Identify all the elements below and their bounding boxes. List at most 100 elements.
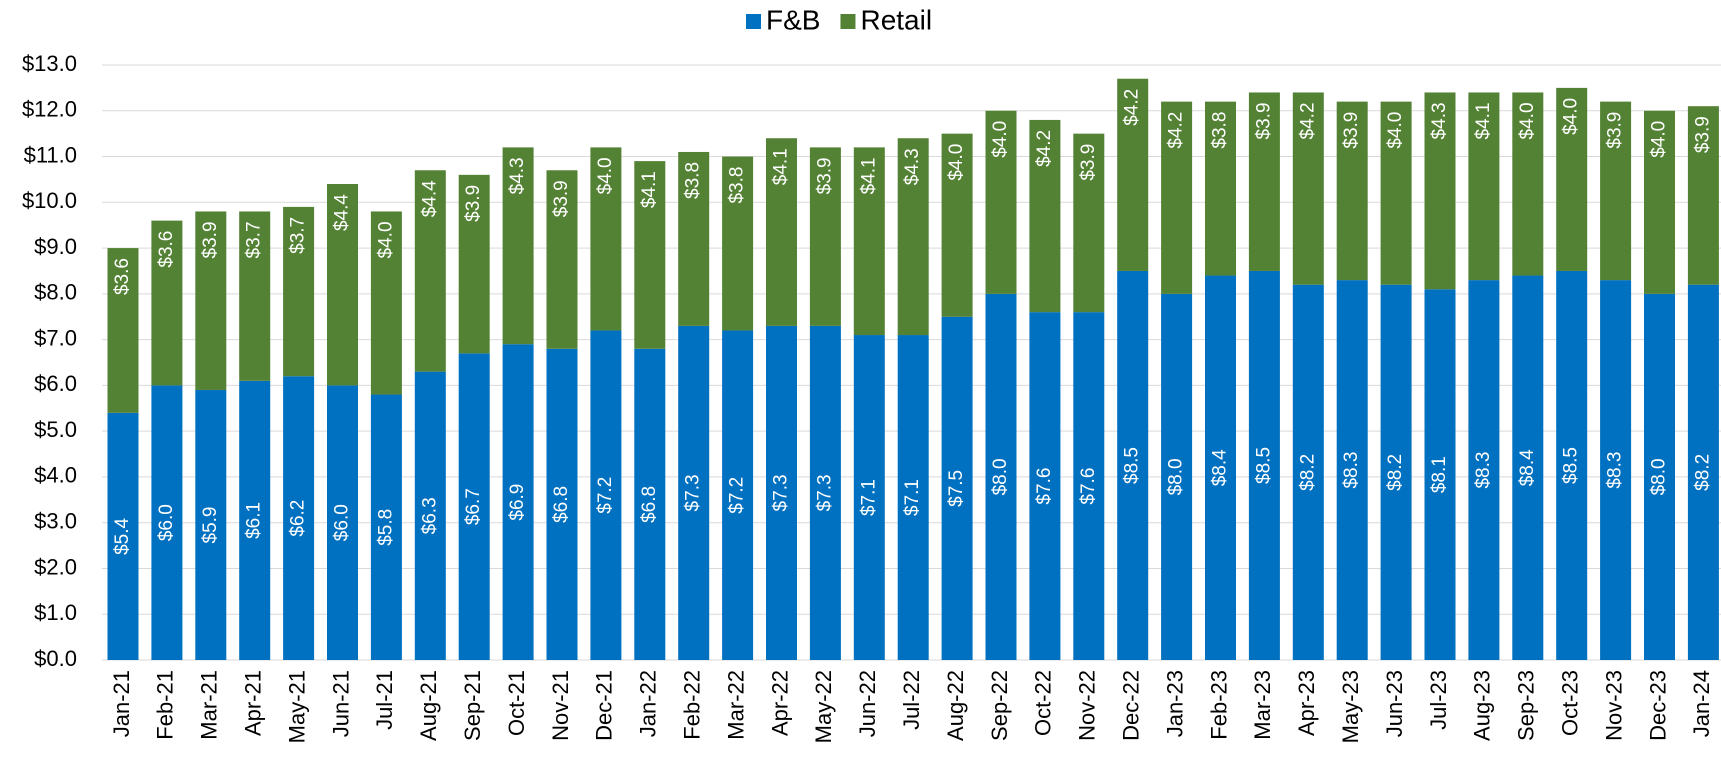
bar-segment <box>722 156 754 331</box>
data-label: $8.2 <box>1297 454 1318 491</box>
legend-label: F&B <box>766 4 820 35</box>
x-tick-label: May-21 <box>284 670 309 743</box>
data-label: $8.3 <box>1473 452 1494 489</box>
x-tick-label: Aug-21 <box>416 670 441 741</box>
y-tick-label: $7.0 <box>34 325 77 350</box>
data-label: $4.2 <box>1034 130 1055 167</box>
data-label: $3.7 <box>288 217 309 254</box>
bar-segment <box>1073 133 1105 313</box>
bar-segment <box>678 151 710 326</box>
x-tick-label: May-22 <box>811 670 836 743</box>
bar-segment <box>1380 101 1412 285</box>
y-tick-label: $4.0 <box>34 463 77 488</box>
data-label: $3.6 <box>156 231 177 268</box>
bar-segment <box>370 394 402 660</box>
bar-segment <box>634 348 666 660</box>
bar-segment <box>1205 275 1236 660</box>
data-label: $3.9 <box>1341 112 1362 149</box>
data-label: $7.6 <box>1078 468 1099 505</box>
bar-segment <box>1380 284 1412 660</box>
x-tick-label: Jan-23 <box>1162 670 1187 737</box>
data-label: $6.3 <box>419 497 440 534</box>
bar-segment <box>1161 101 1193 294</box>
bar-segment <box>1600 280 1632 660</box>
x-tick-label: Jan-22 <box>636 670 661 737</box>
data-label: $3.9 <box>1253 102 1274 139</box>
x-tick-label: Nov-22 <box>1075 670 1100 741</box>
x-tick-label: Oct-21 <box>504 670 529 736</box>
bar-segment <box>107 412 139 660</box>
bar-segment <box>941 316 973 660</box>
data-label: $7.1 <box>902 479 923 516</box>
data-label: $8.0 <box>1649 458 1670 495</box>
data-label: $6.7 <box>463 488 484 525</box>
bar-segment <box>985 293 1017 660</box>
x-tick-label: Dec-23 <box>1645 670 1670 741</box>
bar-segment <box>1205 101 1236 276</box>
bar-segment <box>283 206 315 377</box>
data-label: $8.2 <box>1692 454 1713 491</box>
bar-segment <box>1600 101 1632 281</box>
bar-segment <box>766 325 797 660</box>
x-tick-label: Feb-22 <box>680 670 705 740</box>
data-label: $6.8 <box>639 486 660 523</box>
x-tick-label: Oct-23 <box>1558 670 1583 736</box>
data-label: $6.9 <box>507 484 528 521</box>
data-label: $4.0 <box>946 144 967 181</box>
data-label: $3.9 <box>200 221 221 258</box>
x-tick-label: Jun-21 <box>328 670 353 737</box>
y-tick-label: $13.0 <box>22 51 77 76</box>
data-label: $8.5 <box>1122 447 1143 484</box>
y-tick-label: $6.0 <box>34 371 77 396</box>
data-label: $3.9 <box>814 157 835 194</box>
y-tick-label: $1.0 <box>34 600 77 625</box>
x-tick-label: Jan-24 <box>1689 670 1714 737</box>
bar-segment <box>1468 92 1500 281</box>
data-label: $3.9 <box>1692 116 1713 153</box>
bar-segment <box>853 335 885 660</box>
bar-segment <box>458 174 490 354</box>
data-label: $3.9 <box>1605 112 1626 149</box>
x-tick-label: Dec-21 <box>592 670 617 741</box>
data-label: $4.1 <box>639 171 660 208</box>
data-label: $7.3 <box>771 474 792 511</box>
bar-segment <box>1424 92 1456 290</box>
bar-segment <box>283 376 315 660</box>
bar-segment <box>1687 284 1719 660</box>
bar-segment <box>1161 293 1193 660</box>
bar-segment <box>1073 312 1105 660</box>
data-label: $3.8 <box>1210 112 1231 149</box>
bar-segment <box>151 385 183 660</box>
bar-segment <box>239 380 271 660</box>
x-tick-label: Mar-22 <box>723 670 748 740</box>
x-tick-label: Jun-23 <box>1382 670 1407 737</box>
data-label: $4.2 <box>1297 102 1318 139</box>
y-tick-label: $9.0 <box>34 234 77 259</box>
data-label: $4.0 <box>595 157 616 194</box>
data-label: $4.0 <box>1385 112 1406 149</box>
x-tick-label: Jul-23 <box>1426 670 1451 730</box>
data-label: $4.0 <box>990 121 1011 158</box>
data-label: $4.1 <box>771 148 792 185</box>
data-label: $6.2 <box>288 500 309 537</box>
data-label: $3.8 <box>727 167 748 204</box>
bar-segment <box>195 211 227 390</box>
data-label: $5.9 <box>200 506 221 543</box>
y-tick-label: $5.0 <box>34 417 77 442</box>
bar-segment <box>107 248 139 413</box>
x-tick-label: Nov-21 <box>548 670 573 741</box>
x-tick-label: Dec-22 <box>1119 670 1144 741</box>
legend-label: Retail <box>860 4 932 35</box>
bar-segment <box>590 147 622 331</box>
x-tick-label: May-23 <box>1338 670 1363 743</box>
bar-segment <box>546 348 578 660</box>
data-label: $7.1 <box>858 479 879 516</box>
bar-segment <box>1248 92 1280 271</box>
bar-segment <box>327 385 358 660</box>
data-label: $4.2 <box>1166 112 1187 149</box>
data-label: $8.5 <box>1253 447 1274 484</box>
bar-segment <box>985 110 1017 294</box>
data-label: $4.0 <box>1517 102 1538 139</box>
bar-segment <box>809 325 841 660</box>
